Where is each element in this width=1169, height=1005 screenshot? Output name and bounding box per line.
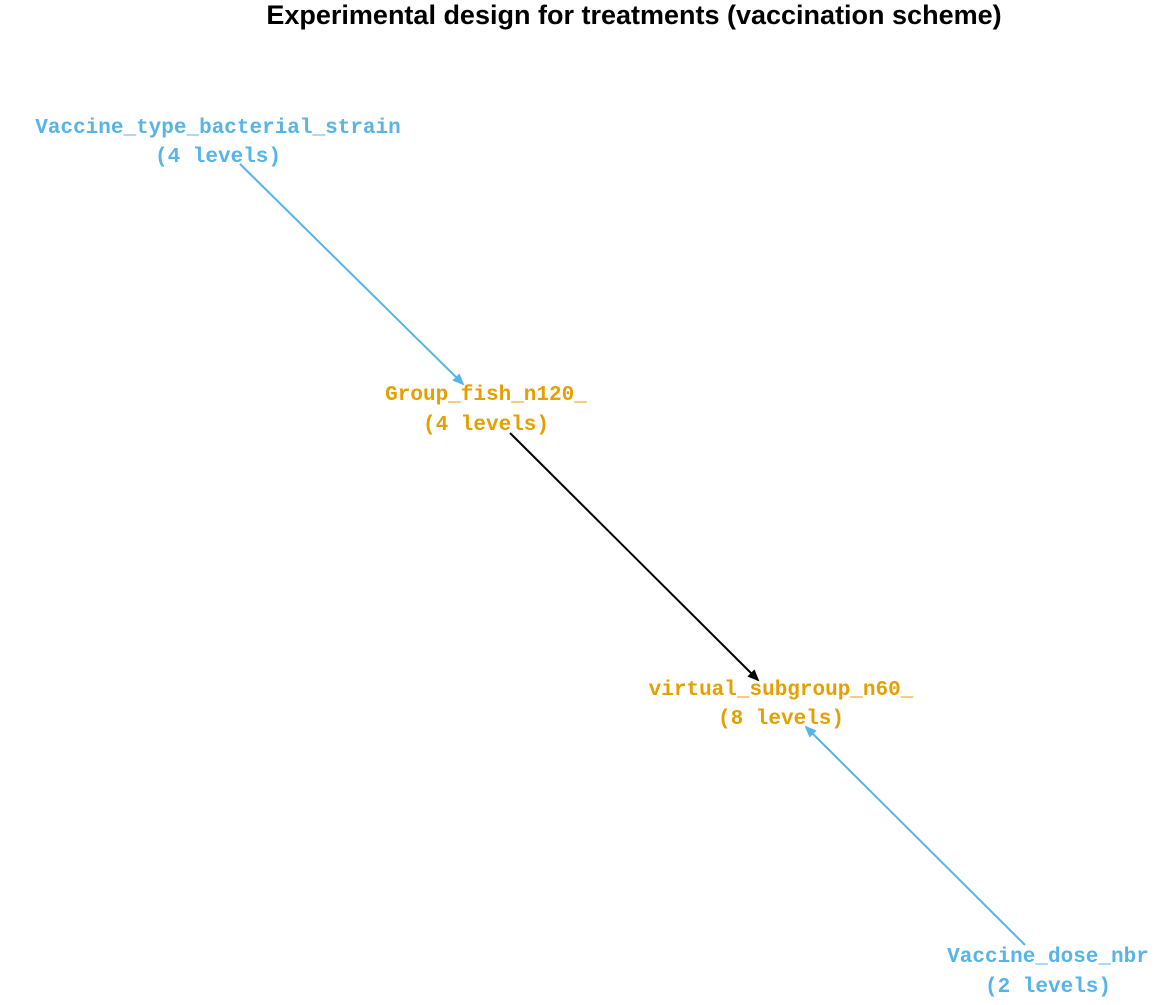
node-group-fish-levels: (4 levels) xyxy=(423,414,549,437)
node-group-fish-name: Group_fish_n120_ xyxy=(385,384,587,407)
node-vaccine-type-name: Vaccine_type_bacterial_strain xyxy=(35,117,400,140)
node-virtual-subgroup: virtual_subgroup_n60_ (8 levels) xyxy=(649,679,914,731)
edge-vaccine-type-to-group-fish xyxy=(239,163,465,386)
node-virtual-subgroup-levels: (8 levels) xyxy=(718,708,844,731)
node-vaccine-type: Vaccine_type_bacterial_strain (4 levels) xyxy=(35,117,400,169)
node-virtual-subgroup-name: virtual_subgroup_n60_ xyxy=(649,679,914,702)
edge-group-fish-to-virtual-subgroup xyxy=(509,432,760,682)
node-group-fish: Group_fish_n120_ (4 levels) xyxy=(385,384,587,437)
diagram-title: Experimental design for treatments (vacc… xyxy=(266,0,1001,30)
node-vaccine-type-levels: (4 levels) xyxy=(155,146,281,169)
edge-vaccine-dose-to-virtual-subgroup xyxy=(804,725,1026,946)
node-vaccine-dose: Vaccine_dose_nbr (2 levels) xyxy=(947,946,1149,999)
node-vaccine-dose-levels: (2 levels) xyxy=(985,976,1111,999)
node-vaccine-dose-name: Vaccine_dose_nbr xyxy=(947,946,1149,969)
